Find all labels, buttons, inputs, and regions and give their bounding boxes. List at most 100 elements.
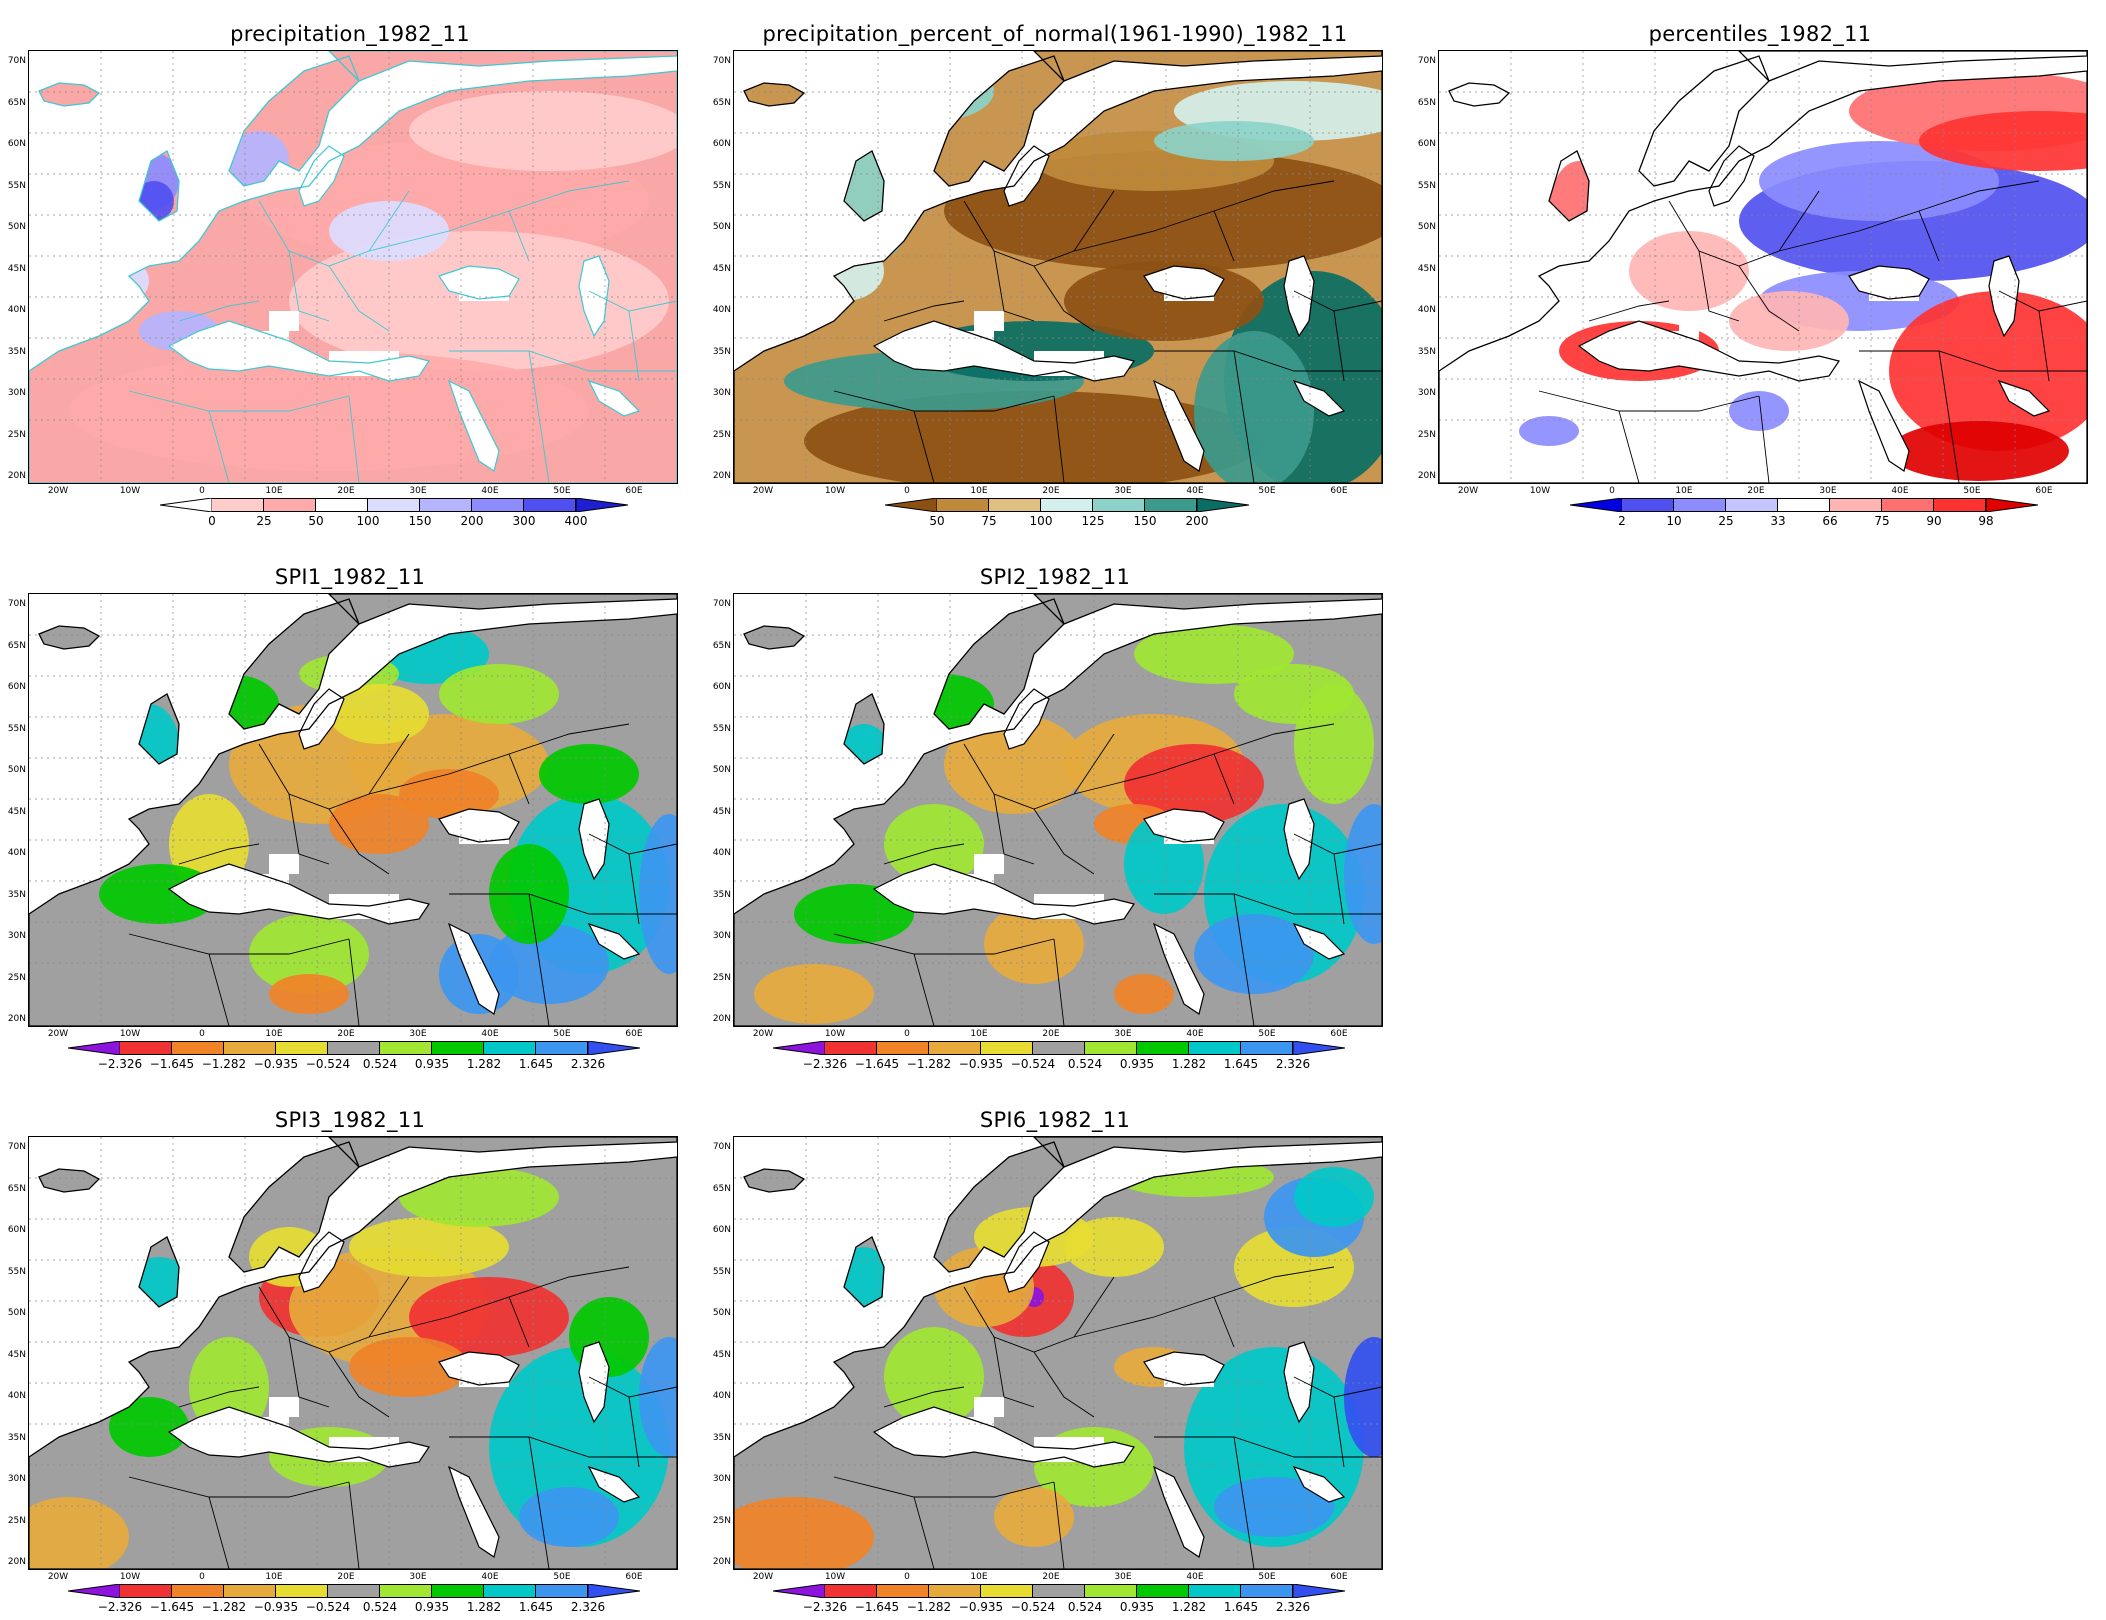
field-region [439, 664, 559, 724]
lat-label: 50N [7, 1308, 26, 1318]
country-border [328, 808, 390, 875]
colorbar-label: 90 [1926, 514, 1942, 528]
field-region [1759, 141, 1999, 221]
colorbar-arrow-fill [1293, 1584, 1345, 1598]
lat-label: 40N [712, 848, 731, 858]
lon-label: 0 [904, 1572, 910, 1582]
coastline [1292, 922, 1346, 960]
colorbar-label: 2.326 [1275, 1057, 1311, 1071]
colorbar-label: 33 [1770, 514, 1786, 528]
colorbar-label: −1.645 [854, 1057, 900, 1071]
coastline [1439, 70, 2087, 483]
colorbar-cell [484, 1041, 536, 1055]
lat-label: 25N [7, 1515, 26, 1526]
lat-label: 40N [7, 1391, 26, 1401]
field-region [1214, 1477, 1334, 1537]
country-border [208, 410, 230, 483]
lat-label: 60N [7, 682, 26, 692]
water-body [1154, 924, 1204, 1014]
colorbar-label: −0.524 [1010, 1057, 1056, 1071]
colorbar-label: −0.935 [253, 1057, 299, 1071]
colorbar-label: 0.524 [362, 1600, 398, 1614]
country-border [833, 1476, 1055, 1498]
coastline [328, 594, 677, 625]
map-svg [734, 594, 1382, 1026]
coastline [138, 1236, 180, 1308]
country-border [1053, 395, 1065, 483]
country-border [258, 743, 450, 810]
colorbar-cell [1033, 1584, 1085, 1598]
lon-label: 20W [752, 1572, 774, 1582]
country-border [1213, 210, 1235, 262]
country-border [833, 933, 1055, 955]
field-region [349, 1217, 509, 1277]
colorbar-label: 400 [564, 514, 588, 528]
lon-label: 50E [553, 486, 571, 496]
lat-label: 70N [1417, 56, 1436, 66]
colorbar-cell [368, 498, 420, 512]
colorbar-label: −1.282 [906, 1600, 952, 1614]
country-border [628, 853, 640, 925]
colorbar-cell [276, 1584, 328, 1598]
water-body [439, 809, 519, 842]
field-region [329, 684, 429, 744]
coastline [298, 145, 345, 207]
lon-label: 10E [265, 1029, 283, 1039]
field-region [189, 1337, 269, 1437]
water-body [169, 1407, 429, 1467]
field-region [1344, 804, 1382, 944]
country-border [128, 390, 350, 412]
colorbar-label: 0.524 [1067, 1600, 1103, 1614]
lat-label: 45N [1417, 263, 1436, 274]
map-panel-spi6: SPI6_1982_11 70N 65N 60N 55N 50N 45N 40N 35N 30N 2… [705, 1108, 1383, 1614]
lat-label: 30N [712, 931, 731, 941]
colorbar-arrow-left [773, 1584, 825, 1598]
lon-label: 20E [337, 486, 355, 496]
colorbar-arrow-fill [885, 498, 937, 512]
no-data-patch [1679, 311, 1709, 331]
colorbar-cell [432, 1041, 484, 1055]
lon-label: 50E [1258, 486, 1276, 496]
lon-label: 10W [119, 486, 141, 496]
lon-label: 30E [409, 1029, 427, 1039]
lon-label: 20W [752, 486, 774, 496]
coastline [734, 613, 1382, 1026]
colorbar-label: −1.282 [906, 1057, 952, 1071]
lat-label: 60N [7, 1225, 26, 1235]
coastline [1292, 379, 1346, 417]
coastline [438, 1351, 520, 1386]
colorbar-cell [937, 498, 989, 512]
lat-label: 20N [7, 471, 26, 481]
colorbar-arrow-fill [576, 498, 628, 512]
map-area [733, 1136, 1383, 1570]
country-border [1778, 190, 1820, 252]
colorbar-label: −0.524 [305, 1600, 351, 1614]
lat-label: 50N [712, 1308, 731, 1318]
lon-label: 20E [337, 1029, 355, 1039]
colorbar-cell [877, 1041, 929, 1055]
map-svg [29, 1137, 677, 1569]
lon-label: 30E [409, 1572, 427, 1582]
country-border [883, 1386, 965, 1408]
field-layer [29, 51, 677, 483]
water-body [299, 689, 344, 749]
country-border [1033, 1351, 1095, 1418]
coastline [1857, 379, 1910, 472]
colorbar: −2.326 −1.645 −1.282 −0.935 −0.524 0.524 0.935… [773, 1584, 1345, 1614]
colorbar-label: 150 [408, 514, 432, 528]
colorbar-cell [1145, 498, 1197, 512]
lon-label: 0 [904, 1029, 910, 1039]
colorbar-arrow-fill [1570, 498, 1622, 512]
colorbar-cell [264, 498, 316, 512]
lon-label: 0 [1609, 486, 1615, 496]
lon-label: 50E [553, 1029, 571, 1039]
map-panel-spi3: SPI3_1982_11 70N 65N 60N 55N 50N 45N 40N 35N 30N 2… [0, 1108, 678, 1614]
colorbar-cell [224, 1584, 276, 1598]
country-border [628, 310, 640, 382]
lat-label: 50N [712, 765, 731, 775]
coastline [1143, 1351, 1225, 1386]
coastline [587, 922, 641, 960]
coastline [1708, 145, 1755, 207]
field-region [639, 814, 677, 974]
lat-label: 65N [7, 640, 26, 651]
